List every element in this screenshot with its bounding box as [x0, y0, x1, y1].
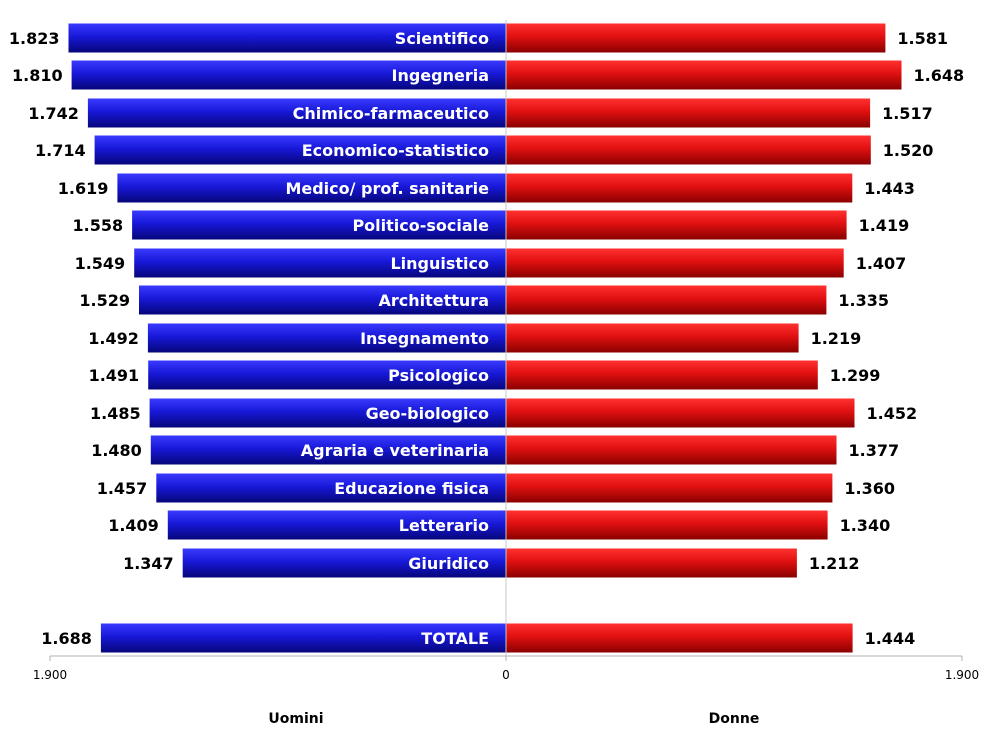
bar-donne-psicologico [506, 360, 818, 390]
labels-layer: Scientifico 1.823 1.581 Ingegneria 1.810 1.64… [9, 29, 964, 648]
category-label-politico-sociale: Politico-sociale [352, 216, 489, 235]
bar-donne-insegnamento [506, 323, 799, 353]
value-label-donne-educazione-fisica: 1.360 [844, 479, 895, 498]
bar-uomini-architettura [139, 285, 506, 315]
value-label-donne-totale: 1.444 [865, 629, 916, 648]
category-label-architettura: Architettura [378, 291, 489, 310]
axis-layer: 1.900 0 1.900 Uomini Donne [33, 20, 979, 727]
category-label-medico-prof-sanitarie: Medico/ prof. sanitarie [285, 179, 489, 198]
value-label-uomini-totale: 1.688 [41, 629, 92, 648]
bar-donne-totale [506, 623, 853, 653]
bar-donne-geo-biologico [506, 398, 855, 428]
category-label-economico-statistico: Economico-statistico [302, 141, 489, 160]
bar-uomini-totale [100, 623, 507, 653]
x-tick-label: 1.900 [945, 668, 979, 682]
category-label-scientifico: Scientifico [395, 29, 489, 48]
value-label-donne-geo-biologico: 1.452 [867, 404, 918, 423]
bar-donne-linguistico [506, 248, 844, 278]
category-label-ingegneria: Ingegneria [391, 66, 489, 85]
value-label-donne-architettura: 1.335 [838, 291, 889, 310]
x-tick-label: 0 [502, 668, 510, 682]
bar-donne-chimico-farmaceutico [506, 98, 871, 128]
bar-uomini-scientifico [68, 23, 506, 53]
value-label-donne-agraria-e-veterinaria: 1.377 [849, 441, 900, 460]
bar-uomini-giuridico [182, 548, 506, 578]
category-label-geo-biologico: Geo-biologico [366, 404, 489, 423]
x-tick-label: 1.900 [33, 668, 67, 682]
category-label-letterario: Letterario [399, 516, 489, 535]
value-label-donne-chimico-farmaceutico: 1.517 [882, 104, 933, 123]
axis-title-uomini: Uomini [268, 711, 323, 727]
value-label-donne-scientifico: 1.581 [897, 29, 948, 48]
bar-uomini-economico-statistico [94, 135, 506, 165]
value-label-donne-economico-statistico: 1.520 [883, 141, 934, 160]
bar-donne-ingegneria [506, 60, 902, 90]
bar-uomini-educazione-fisica [156, 473, 507, 503]
value-label-donne-psicologico: 1.299 [830, 366, 881, 385]
value-label-uomini-chimico-farmaceutico: 1.742 [28, 104, 79, 123]
value-label-donne-linguistico: 1.407 [856, 254, 907, 273]
bar-uomini-politico-sociale [132, 210, 506, 240]
value-label-uomini-insegnamento: 1.492 [88, 329, 139, 348]
bar-donne-giuridico [506, 548, 797, 578]
value-label-uomini-linguistico: 1.549 [75, 254, 126, 273]
value-label-uomini-agraria-e-veterinaria: 1.480 [91, 441, 142, 460]
category-label-linguistico: Linguistico [390, 254, 489, 273]
axis-title-donne: Donne [709, 711, 760, 727]
value-label-uomini-educazione-fisica: 1.457 [97, 479, 148, 498]
value-label-donne-politico-sociale: 1.419 [859, 216, 910, 235]
value-label-donne-insegnamento: 1.219 [811, 329, 862, 348]
bar-uomini-letterario [167, 510, 507, 540]
category-label-totale: TOTALE [421, 629, 489, 648]
bar-donne-scientifico [506, 23, 886, 53]
value-label-uomini-ingegneria: 1.810 [12, 66, 63, 85]
bar-donne-educazione-fisica [506, 473, 833, 503]
bar-uomini-geo-biologico [149, 398, 506, 428]
category-label-insegnamento: Insegnamento [360, 329, 489, 348]
bar-donne-politico-sociale [506, 210, 847, 240]
value-label-uomini-geo-biologico: 1.485 [90, 404, 141, 423]
value-label-uomini-letterario: 1.409 [108, 516, 159, 535]
bars-layer [68, 23, 902, 653]
value-label-uomini-politico-sociale: 1.558 [72, 216, 123, 235]
bar-uomini-chimico-farmaceutico [87, 98, 507, 128]
category-label-agraria-e-veterinaria: Agraria e veterinaria [301, 441, 489, 460]
value-label-uomini-economico-statistico: 1.714 [35, 141, 86, 160]
bar-donne-economico-statistico [506, 135, 871, 165]
category-label-chimico-farmaceutico: Chimico-farmaceutico [293, 104, 489, 123]
bar-donne-medico-prof-sanitarie [506, 173, 853, 203]
bar-uomini-agraria-e-veterinaria [150, 435, 507, 465]
value-label-donne-ingegneria: 1.648 [914, 66, 965, 85]
value-label-donne-letterario: 1.340 [840, 516, 891, 535]
value-label-donne-medico-prof-sanitarie: 1.443 [864, 179, 915, 198]
bar-donne-architettura [506, 285, 827, 315]
value-label-uomini-architettura: 1.529 [79, 291, 130, 310]
value-label-uomini-medico-prof-sanitarie: 1.619 [58, 179, 109, 198]
category-label-educazione-fisica: Educazione fisica [334, 479, 489, 498]
bar-uomini-insegnamento [147, 323, 506, 353]
category-label-psicologico: Psicologico [388, 366, 489, 385]
bar-uomini-ingegneria [71, 60, 506, 90]
category-label-giuridico: Giuridico [408, 554, 489, 573]
value-label-uomini-giuridico: 1.347 [123, 554, 174, 573]
bar-uomini-medico-prof-sanitarie [117, 173, 507, 203]
bar-uomini-linguistico [134, 248, 506, 278]
bar-uomini-psicologico [148, 360, 506, 390]
bar-donne-letterario [506, 510, 828, 540]
value-label-uomini-scientifico: 1.823 [9, 29, 60, 48]
bar-donne-agraria-e-veterinaria [506, 435, 837, 465]
value-label-uomini-psicologico: 1.491 [89, 366, 140, 385]
value-label-donne-giuridico: 1.212 [809, 554, 860, 573]
